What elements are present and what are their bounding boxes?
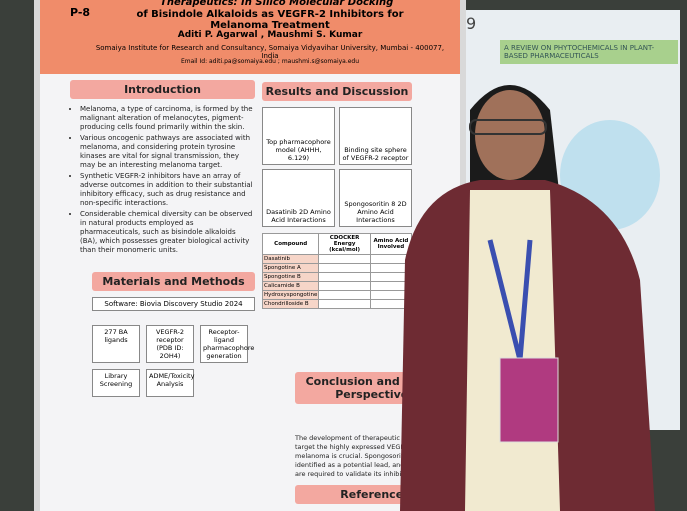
- conclusion-text: The development of therapeutic strategie…: [295, 434, 455, 478]
- introduction: Introduction Melanoma, a type of carcino…: [70, 80, 255, 257]
- results-table: Compound CDOCKER Energy (kcal/mol) Amino A…: [261, 233, 413, 309]
- section-heading: Results and Discussion: [262, 82, 412, 101]
- results: Results and Discussion Top pharmacophore…: [261, 82, 413, 309]
- figure: Spongosoritin 8 2D Amino Acid Interactio…: [339, 169, 412, 227]
- bullet: Considerable chemical diversity can be o…: [80, 210, 255, 255]
- workflow-step: ADME/Toxicity Analysis: [146, 369, 194, 397]
- workflow-step: Library Screening: [92, 369, 140, 397]
- section-heading: Introduction: [70, 80, 255, 99]
- methods: Materials and Methods Software: Biovia D…: [92, 272, 255, 397]
- poster-code: P-8: [70, 6, 91, 19]
- figure-caption: Spongosoritin 8 2D Amino Acid Interactio…: [344, 200, 407, 224]
- workflow-step: VEGFR-2 receptor (PDB ID: 2OH4): [146, 325, 194, 363]
- figures: Top pharmacophore model (AHHH, 6.129) Bin…: [262, 107, 412, 227]
- authors: Aditi P. Agarwal , Maushmi S. Kumar: [177, 30, 363, 40]
- figure: Top pharmacophore model (AHHH, 6.129): [262, 107, 335, 165]
- table-cell: [318, 299, 371, 309]
- poster: P-8 Therapeutics: In Silico Molecular Do…: [40, 0, 460, 511]
- affiliation: Somaiya Institute for Research and Consu…: [95, 44, 445, 60]
- badge: [499, 357, 559, 443]
- workflow-step: Receptor-ligand pharmacophore generation: [200, 325, 254, 363]
- bullet: Synthetic VEGFR-2 inhibitors have an arr…: [80, 172, 255, 208]
- glasses: [469, 119, 547, 135]
- software: Software: Biovia Discovery Studio 2024: [92, 297, 255, 311]
- bullet: Various oncogenic pathways are associate…: [80, 134, 255, 170]
- neighbor-title: A REVIEW ON PHYTOCHEMICALS IN PLANT-BASE…: [500, 40, 678, 64]
- bullet: Melanoma, a type of carcinoma, is formed…: [80, 105, 255, 132]
- title-bar: P-8 Therapeutics: In Silico Molecular Do…: [40, 0, 460, 74]
- poster-number: 9: [466, 14, 477, 33]
- figure-caption: Top pharmacophore model (AHHH, 6.129): [266, 138, 331, 162]
- table-row: Compound CDOCKER Energy (kcal/mol) Amino A…: [261, 233, 413, 255]
- bullet-list: Melanoma, a type of carcinoma, is formed…: [70, 105, 255, 255]
- figure-caption: Binding site sphere of VEGFR-2 receptor: [342, 146, 409, 162]
- figure-caption: Dasatinib 2D Amino Acid Interactions: [266, 208, 331, 224]
- title: of Bisindole Alkaloids as VEGFR-2 Inhibi…: [136, 9, 404, 31]
- figure: Dasatinib 2D Amino Acid Interactions: [262, 169, 335, 227]
- workflow-step: 277 BA ligands: [92, 325, 140, 363]
- workflow: 277 BA ligands VEGFR-2 receptor (PDB ID: …: [92, 325, 255, 397]
- title: Therapeutics: In Silico Molecular Dockin…: [160, 0, 394, 8]
- kurta: [465, 190, 560, 511]
- email: Email Id: aditi.pa@somaiya.edu ; maushmi…: [180, 58, 360, 65]
- figure: Binding site sphere of VEGFR-2 receptor: [339, 107, 412, 165]
- section-heading: Materials and Methods: [92, 272, 255, 291]
